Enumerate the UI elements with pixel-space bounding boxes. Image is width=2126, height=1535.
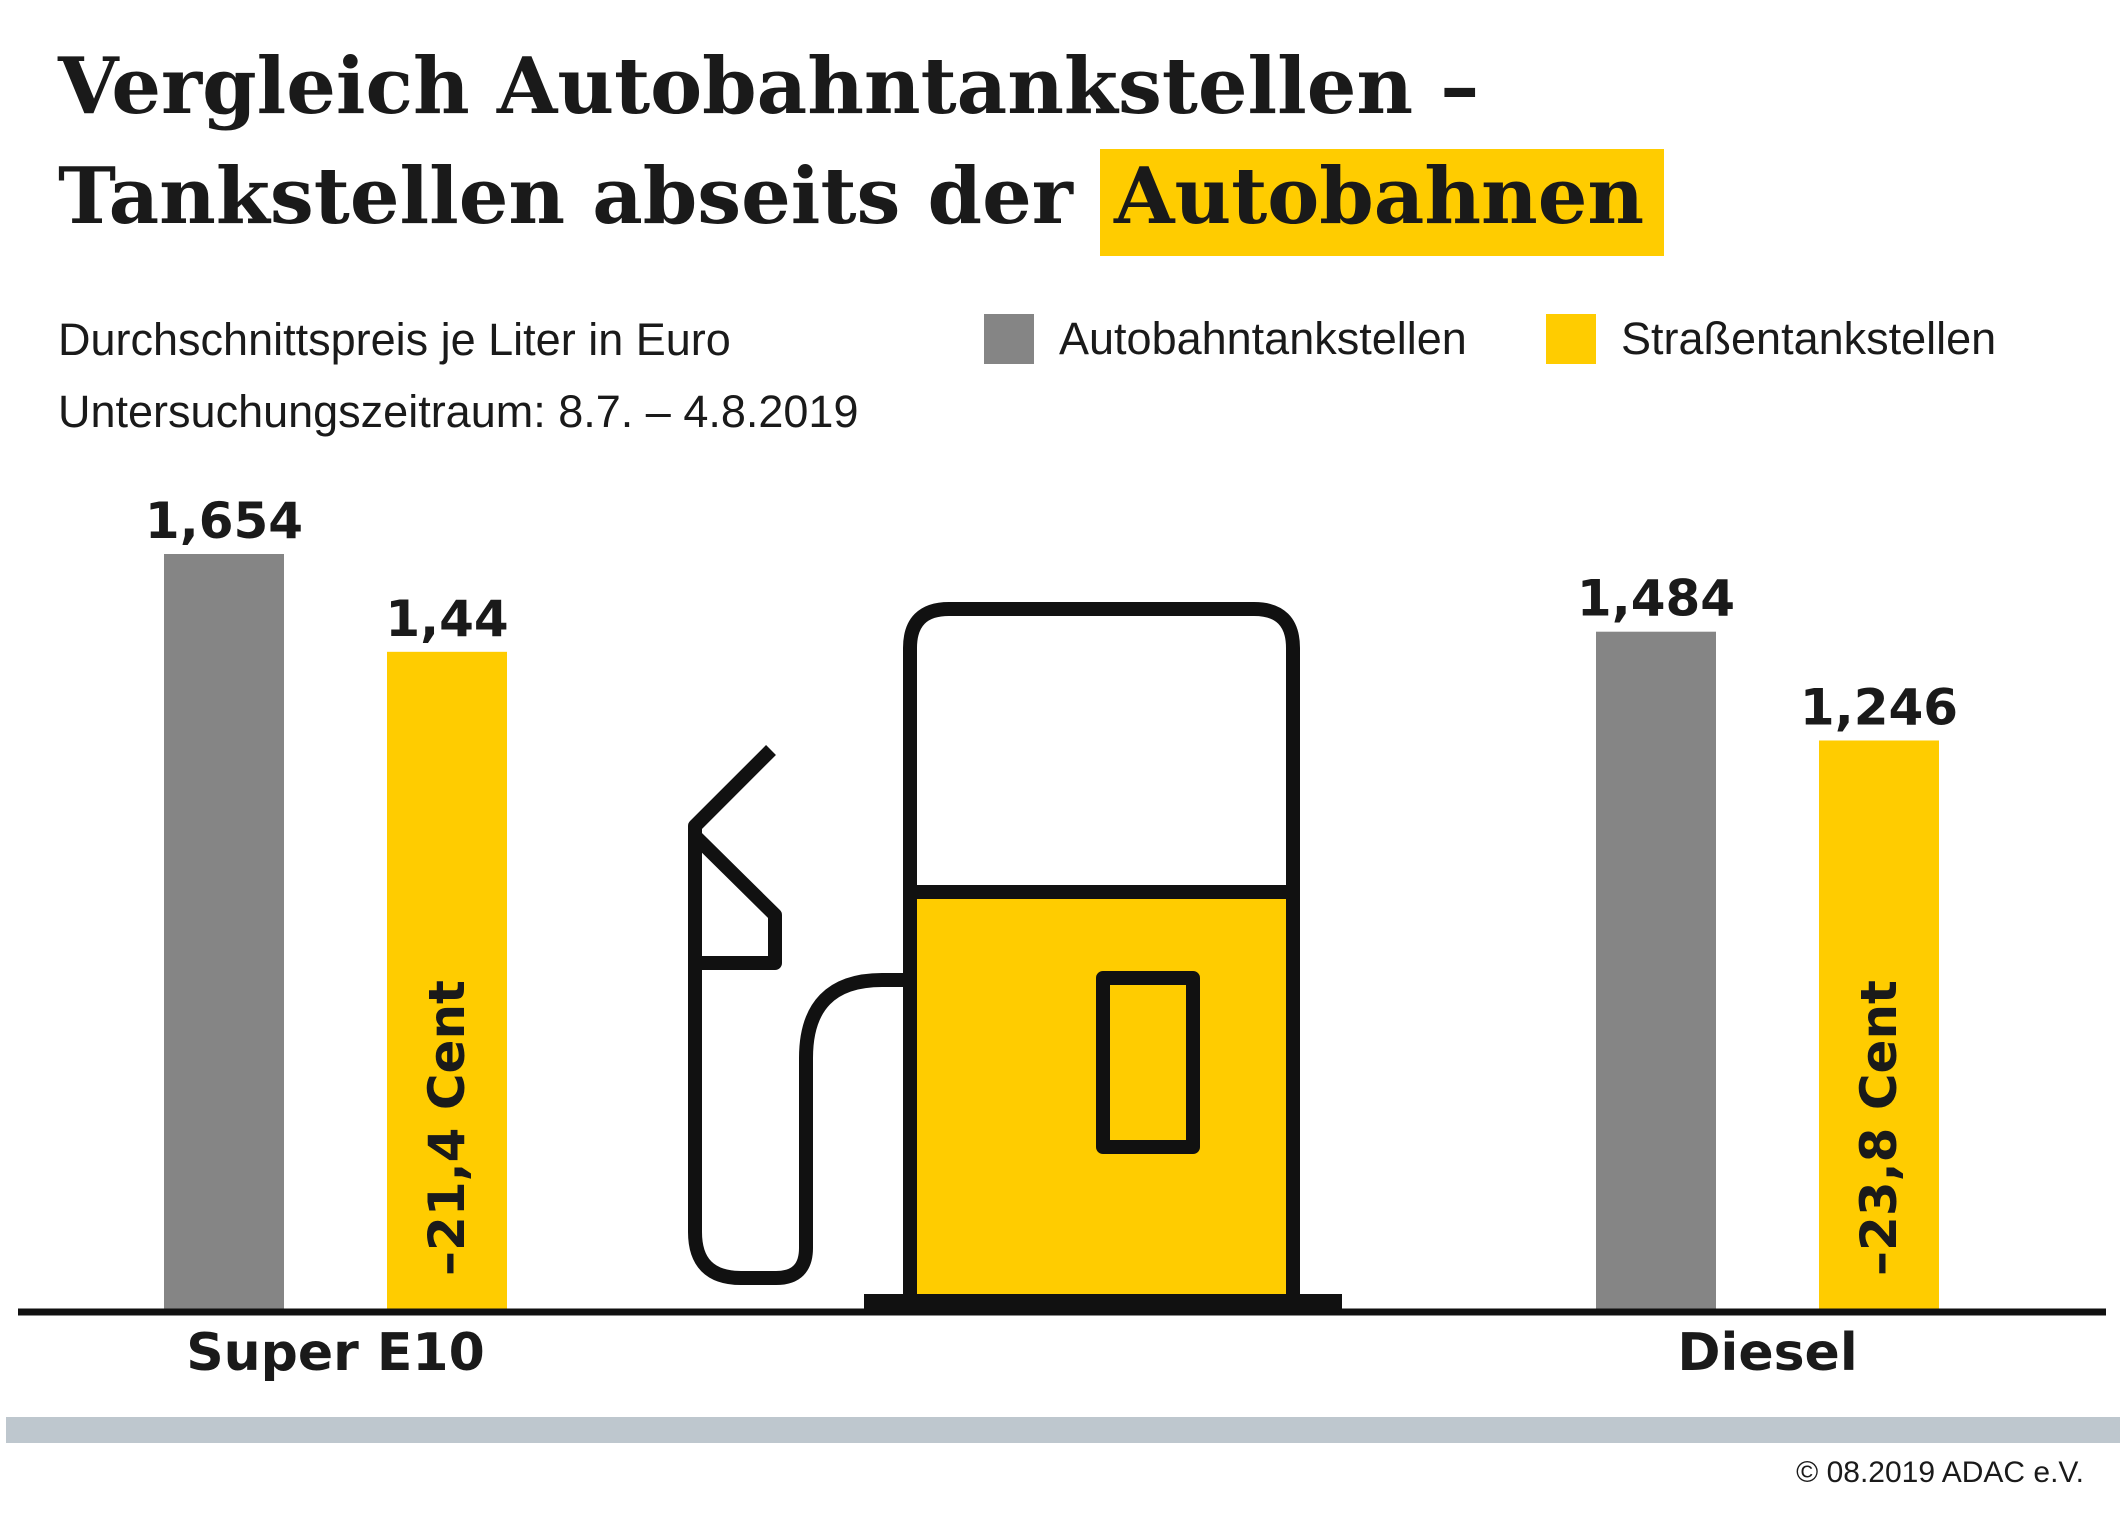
- bar-strasse-super-e10: [387, 651, 507, 1310]
- bar-autobahn-diesel: [1596, 631, 1716, 1310]
- bar-strasse-diesel: [1819, 740, 1939, 1310]
- bar-autobahn-super-e10: [164, 554, 284, 1310]
- value-label-autobahn-diesel: 1,484: [1577, 570, 1735, 628]
- footer-divider-bar: [6, 1417, 2120, 1443]
- legend-swatch-autobahn: [984, 314, 1034, 364]
- fuel-pump-icon: [688, 602, 1342, 1310]
- category-label-super-e10: Super E10: [186, 1323, 485, 1383]
- legend-item-strasse: Straßentankstellen: [1546, 312, 1996, 366]
- difference-label-diesel: –23,8 Cent: [1850, 980, 1908, 1276]
- copyright-credit: © 08.2019 ADAC e.V.: [1796, 1456, 2084, 1489]
- value-label-autobahn-super-e10: 1,654: [145, 492, 303, 550]
- chart-subtitle-unit: Durchschnittspreis je Liter in Euro: [58, 314, 731, 365]
- value-label-strasse-diesel: 1,246: [1800, 678, 1958, 736]
- chart-subtitle-period: Untersuchungszeitraum: 8.7. – 4.8.2019: [58, 386, 859, 437]
- legend-label-strasse: Straßentankstellen: [1621, 313, 1997, 364]
- legend-swatch-strasse: [1546, 314, 1596, 364]
- category-label-diesel: Diesel: [1677, 1323, 1857, 1383]
- chart-title-prefix: Tankstellen abseits der: [58, 151, 1073, 242]
- bars-layer: 1,654 1,44 –21,4 Cent Super E10 1,484 1,246 –2…: [145, 492, 1958, 1383]
- chart-title-highlight: Autobahnen: [1099, 149, 1665, 256]
- legend-label-autobahn: Autobahntankstellen: [1059, 313, 1467, 364]
- difference-label-super-e10: –21,4 Cent: [418, 980, 476, 1276]
- chart-title-line-2: Tankstellen abseits der Autobahnen: [58, 149, 1665, 256]
- legend-item-autobahn: Autobahntankstellen: [984, 312, 1467, 366]
- chart-title-line-1: Vergleich Autobahntankstellen –: [58, 41, 1480, 132]
- value-label-strasse-super-e10: 1,44: [385, 590, 508, 648]
